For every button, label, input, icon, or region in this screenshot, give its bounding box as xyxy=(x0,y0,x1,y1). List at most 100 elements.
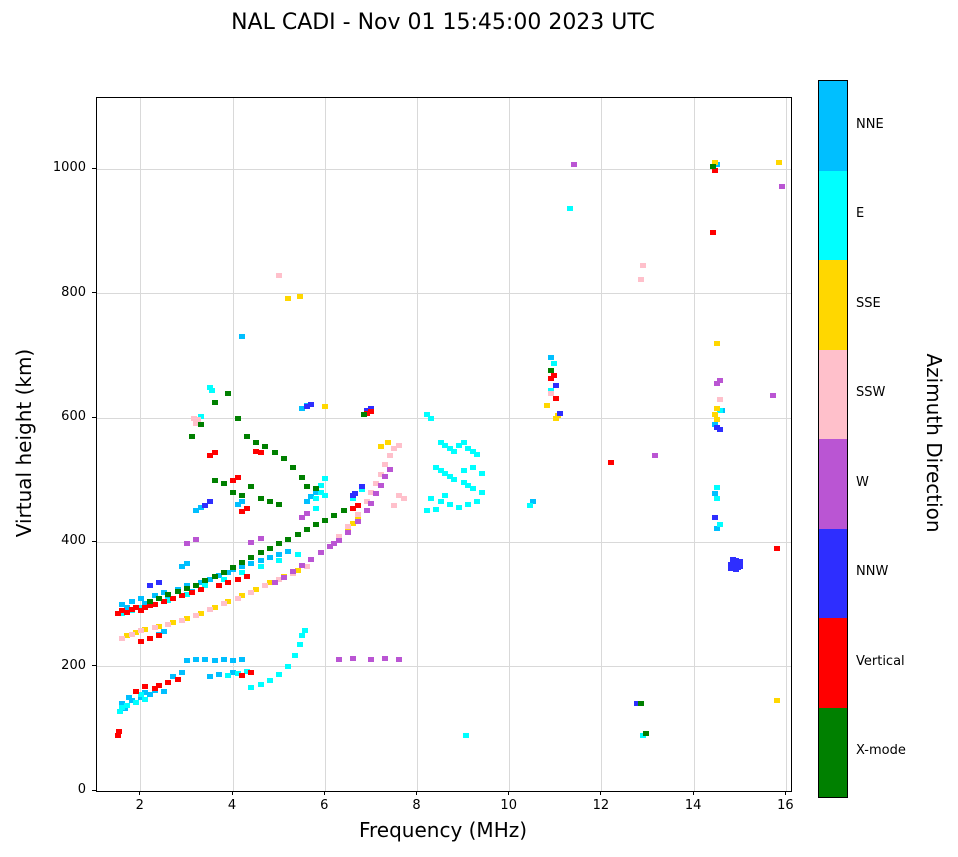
gridline-y xyxy=(97,168,791,170)
data-point xyxy=(774,546,781,552)
data-point xyxy=(156,633,163,639)
data-point xyxy=(220,569,227,575)
data-point xyxy=(225,598,232,604)
data-point xyxy=(151,625,158,631)
data-point xyxy=(308,493,315,499)
colorbar-segment-nnw xyxy=(819,528,847,618)
data-point xyxy=(151,592,158,598)
data-point xyxy=(313,496,320,502)
data-point xyxy=(303,564,310,570)
data-point xyxy=(550,373,557,379)
data-point xyxy=(552,383,559,389)
gridline-x xyxy=(416,98,418,791)
data-point xyxy=(714,485,721,491)
data-point xyxy=(382,474,389,479)
data-point xyxy=(211,657,218,663)
data-point xyxy=(137,695,144,701)
data-point xyxy=(179,564,186,570)
data-point xyxy=(174,588,181,594)
data-point xyxy=(239,592,246,598)
data-point xyxy=(266,546,273,552)
data-point xyxy=(359,483,366,489)
data-point xyxy=(248,483,255,489)
data-point xyxy=(642,731,649,737)
data-point xyxy=(336,656,343,662)
data-point xyxy=(276,541,283,547)
data-point xyxy=(352,491,359,497)
data-point xyxy=(368,405,375,411)
data-point xyxy=(239,333,246,339)
data-point xyxy=(174,676,181,682)
data-point xyxy=(211,449,218,455)
data-point xyxy=(349,496,356,502)
data-point xyxy=(206,452,213,458)
data-point xyxy=(183,541,190,547)
data-point xyxy=(354,511,361,517)
data-point xyxy=(349,505,356,511)
data-point xyxy=(737,563,744,569)
data-point xyxy=(368,656,375,662)
colorbar-label-nne: NNE xyxy=(856,116,884,132)
y-tick-label: 1000 xyxy=(52,160,86,176)
data-point xyxy=(638,276,645,282)
gridline-y xyxy=(97,666,791,668)
data-point xyxy=(391,446,398,452)
data-point xyxy=(119,635,126,641)
data-point xyxy=(211,574,218,580)
data-point xyxy=(119,602,126,608)
data-point xyxy=(216,573,223,579)
data-point xyxy=(253,448,260,454)
data-point xyxy=(151,685,158,691)
data-point xyxy=(133,605,140,611)
data-point xyxy=(285,295,292,301)
x-tickmark xyxy=(508,791,510,795)
data-point xyxy=(423,508,430,514)
data-point xyxy=(147,598,154,604)
data-point xyxy=(179,592,186,598)
data-point xyxy=(400,496,407,502)
data-point xyxy=(248,561,255,567)
colorbar-axis-label: Azimuth Direction xyxy=(922,353,946,533)
data-point xyxy=(396,656,403,662)
colorbar-label-ssw: SSW xyxy=(856,385,886,401)
data-point xyxy=(313,522,320,528)
data-point xyxy=(142,684,149,690)
data-point xyxy=(711,421,718,427)
data-point xyxy=(313,489,320,495)
data-point xyxy=(386,466,393,472)
data-point xyxy=(276,557,283,563)
x-tick-label: 8 xyxy=(412,798,421,813)
data-point xyxy=(183,592,190,598)
data-point xyxy=(114,732,121,738)
data-point xyxy=(331,512,338,518)
colorbar-label-vertical: Vertical xyxy=(856,653,905,669)
data-point xyxy=(349,521,356,527)
data-point xyxy=(142,696,149,702)
data-point xyxy=(428,495,435,501)
data-point xyxy=(234,501,241,507)
data-point xyxy=(128,607,135,612)
data-point xyxy=(474,452,481,458)
data-point xyxy=(133,630,140,635)
data-point xyxy=(294,567,301,573)
data-point xyxy=(301,628,308,634)
data-point xyxy=(548,368,555,374)
data-point xyxy=(529,498,536,504)
data-point xyxy=(188,589,195,595)
data-point xyxy=(774,698,781,704)
colorbar-segment-nne xyxy=(819,81,847,171)
data-point xyxy=(349,656,356,662)
data-point xyxy=(257,557,264,563)
data-point xyxy=(239,559,246,565)
data-point xyxy=(308,556,315,562)
data-point xyxy=(455,505,462,511)
data-point xyxy=(160,629,167,635)
colorbar-segment-w xyxy=(819,439,847,529)
data-point xyxy=(396,492,403,498)
data-point xyxy=(230,564,237,570)
data-point xyxy=(326,544,333,550)
data-point xyxy=(197,580,204,586)
data-point xyxy=(147,636,154,642)
colorbar-segment-vertical xyxy=(819,618,847,708)
data-point xyxy=(714,406,721,412)
